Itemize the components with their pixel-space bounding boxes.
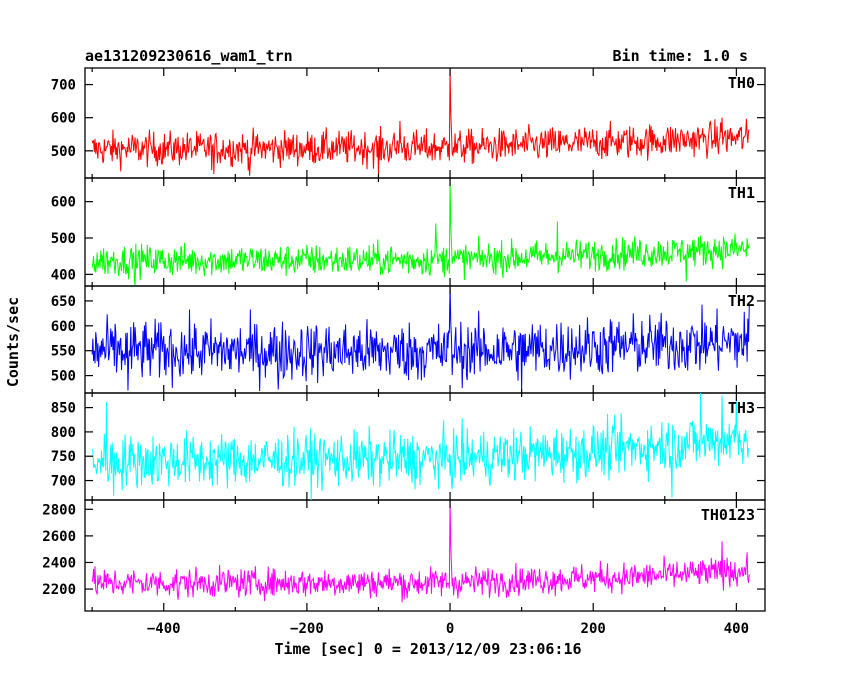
y-tick-label: 500 — [51, 231, 76, 247]
series-line-th1 — [91, 179, 750, 286]
panel-label-th1: TH1 — [728, 184, 755, 202]
y-tick-label: 600 — [51, 111, 76, 127]
series-line-th0123 — [91, 499, 750, 603]
panel-frame-th0 — [84, 67, 766, 179]
y-tick-label: 600 — [51, 319, 76, 335]
y-tick-label: 2400 — [42, 555, 76, 571]
y-tick-label: 2600 — [42, 529, 76, 545]
y-tick-label: 400 — [51, 267, 76, 283]
panel-label-th2: TH2 — [728, 292, 755, 310]
light-curves — [91, 67, 750, 603]
x-tick-label: 0 — [446, 621, 454, 637]
panel-frames — [84, 67, 766, 612]
y-tick-label: 700 — [51, 474, 76, 490]
y-tick-label: 800 — [51, 425, 76, 441]
x-tick-label: 400 — [724, 621, 749, 637]
panel-label-th0123: TH0123 — [701, 506, 755, 524]
x-tick-label: −200 — [290, 621, 324, 637]
tick-labels: TH0 500 600 700 TH1 400 500 600 TH2 500 550 600 650 T… — [42, 74, 755, 637]
panel-frame-th0123 — [84, 499, 766, 612]
plot-title: ae131209230616_wam1_trn — [85, 47, 293, 65]
y-tick-label: 850 — [51, 401, 76, 417]
y-tick-label: 650 — [51, 294, 76, 310]
y-tick-label: 700 — [51, 78, 76, 94]
y-tick-label: 500 — [51, 369, 76, 385]
y-tick-label: 2200 — [42, 582, 76, 598]
series-line-th2 — [91, 285, 750, 392]
bin-time-label: Bin time: 1.0 s — [613, 47, 748, 65]
x-axis-label: Time [sec] 0 = 2013/12/09 23:06:16 — [274, 640, 581, 658]
panel-frame-th1 — [84, 177, 766, 287]
series-line-th0 — [91, 67, 750, 176]
axis-ticks — [85, 68, 765, 611]
x-tick-label: 200 — [581, 621, 606, 637]
y-tick-label: 600 — [51, 195, 76, 211]
panel-label-th3: TH3 — [728, 399, 755, 417]
series-line-th3 — [91, 392, 750, 501]
y-axis-label: Counts/sec — [4, 297, 22, 387]
y-tick-label: 750 — [51, 449, 76, 465]
y-tick-label: 550 — [51, 344, 76, 360]
x-tick-label: −400 — [147, 621, 181, 637]
y-tick-label: 500 — [51, 144, 76, 160]
y-tick-label: 2800 — [42, 502, 76, 518]
panel-label-th0: TH0 — [728, 74, 755, 92]
